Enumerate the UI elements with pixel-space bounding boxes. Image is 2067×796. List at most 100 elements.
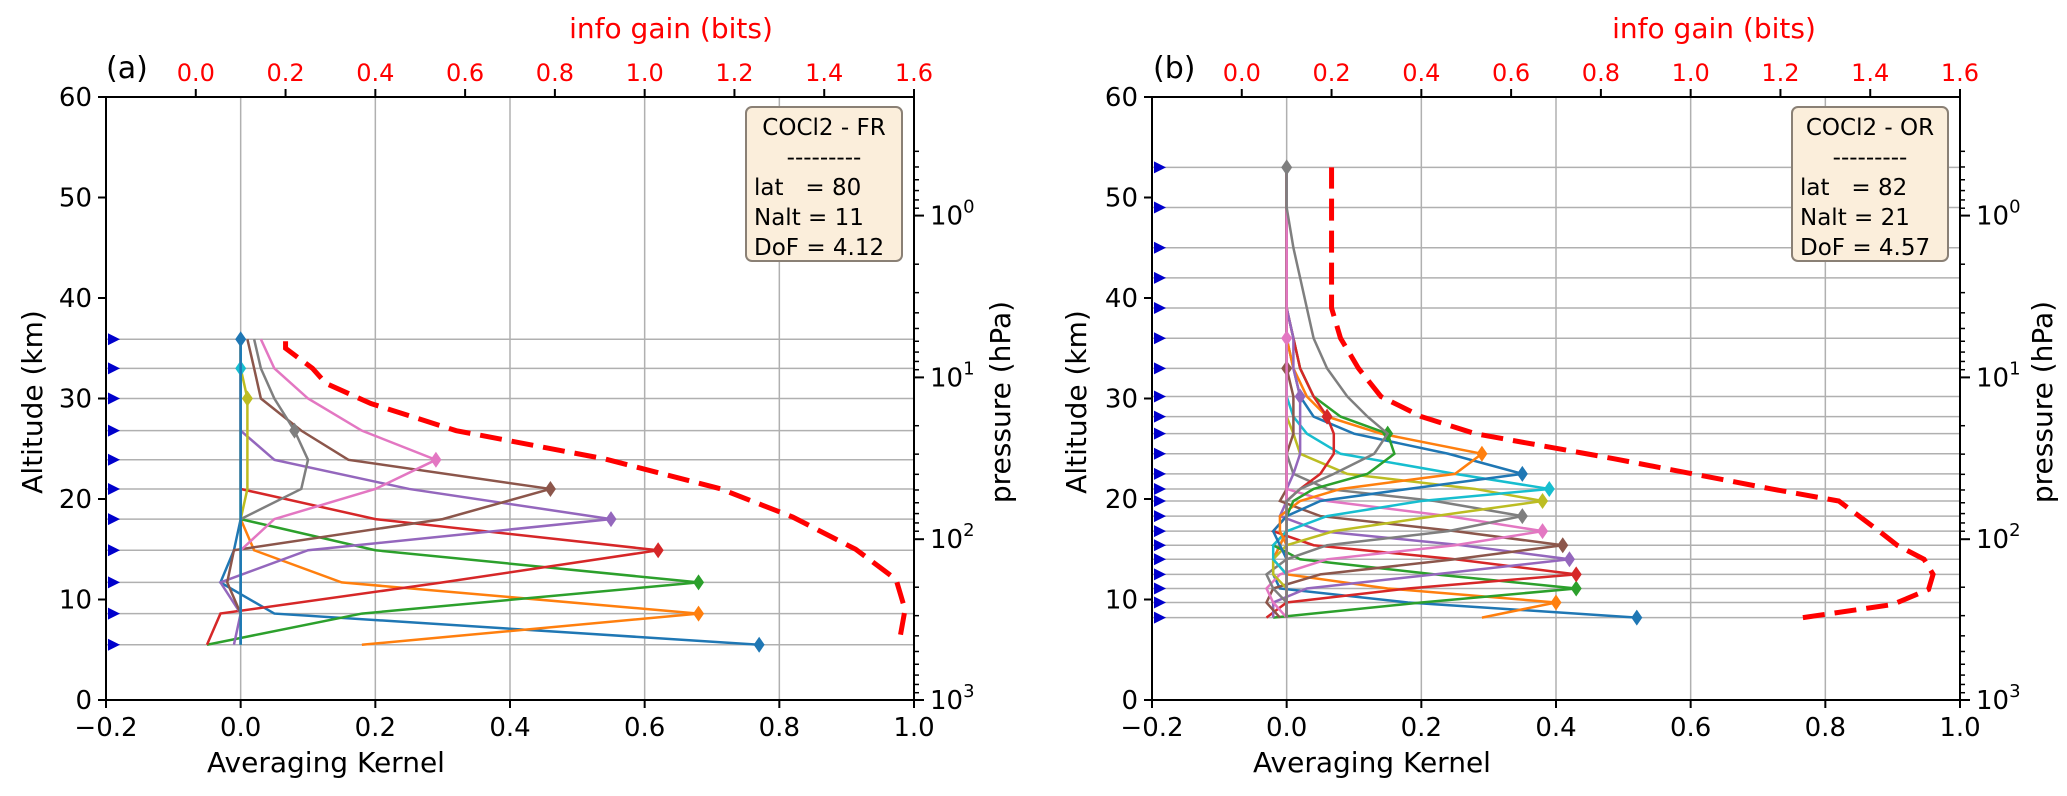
kernel-line [239,338,440,645]
y-tick-label: 50 [1105,184,1138,214]
level-marker [1154,161,1166,174]
kernel-peak-marker [1321,408,1333,425]
level-marker [1154,241,1166,254]
level-marker [108,576,120,589]
level-marker [1154,427,1166,440]
level-marker [108,392,120,405]
kernel-peak-marker [605,511,617,528]
legend-line: lat = 82 [1800,175,1907,201]
level-marker [108,333,120,346]
level-marker [1154,510,1166,523]
level-marker [108,482,120,495]
x-tick-label: 0.6 [1670,713,1711,743]
level-marker [108,362,120,375]
top-x-tick-label: 1.4 [805,59,843,87]
kernel-line [225,338,551,645]
x-tick-label: 0.6 [624,713,665,743]
kernel-peak-marker [289,422,301,439]
panel-label: (a) [106,51,148,86]
kernel-line [1285,167,1390,618]
x-tick-label: 0.2 [355,713,396,743]
right-y-tick-label: 103 [930,681,975,716]
top-x-tick-label: 1.0 [626,59,664,87]
legend-line: DoF = 4.12 [754,235,884,261]
kernel-peak-marker [241,390,253,407]
right-axis-label: pressure (hPa) [984,301,1017,503]
kernel-peak-marker [1543,480,1555,497]
level-marker [1154,539,1166,552]
kernel-peak-marker [1631,609,1643,626]
y-tick-label: 30 [59,385,92,415]
top-x-tick-label: 0.8 [1582,59,1620,87]
kernel-peak-marker [1537,523,1549,540]
right-y-tick-label: 102 [1976,520,2021,555]
legend-line: COCl2 - FR [762,115,885,141]
kernel-peak-marker [753,636,765,653]
kernel-line [239,339,699,646]
kernel-peak-marker [693,605,705,622]
y-tick-label: 50 [59,184,92,214]
x-tick-label: −0.2 [1120,713,1183,743]
kernel-peak-marker [1294,388,1306,405]
level-marker [1154,201,1166,214]
top-x-tick-label: 1.2 [715,59,753,87]
level-marker [1154,568,1166,581]
top-x-tick-label: 0.4 [356,59,394,87]
top-axis-label: info gain (bits) [1612,12,1816,45]
info-gain-line [1329,167,1936,621]
kernel-peak-marker [1516,508,1528,525]
x-tick-label: 0.8 [1805,713,1846,743]
kernel-peak-marker [1550,594,1562,611]
top-x-tick-label: 0.6 [1492,59,1530,87]
panel-b: (b) info gain (bits) Averaging Kernel Al… [1060,12,2059,779]
kernel-peak-marker [1281,159,1293,176]
right-y-tick-label: 101 [1976,358,2021,393]
kernel-peak-marker [430,451,442,468]
kernel-peak-marker [544,480,556,497]
legend-line: lat = 80 [754,175,861,201]
top-x-tick-label: 1.6 [1941,59,1979,87]
top-x-tick-label: 0.4 [1402,59,1440,87]
x-tick-label: 0.0 [1266,713,1307,743]
kernel-peak-marker [235,331,247,348]
level-marker [1154,390,1166,403]
top-x-tick-label: 1.6 [895,59,933,87]
kernel-peak-marker [652,542,664,559]
level-marker [1154,611,1166,624]
top-x-tick-label: 1.2 [1761,59,1799,87]
kernel-line [1271,167,1637,619]
x-tick-label: 0.2 [1401,713,1442,743]
top-x-tick-label: 1.0 [1672,59,1710,87]
y-tick-label: 40 [59,284,92,314]
x-tick-label: 0.4 [489,713,530,743]
x-axis-label: Averaging Kernel [207,746,445,779]
x-tick-label: −0.2 [74,713,137,743]
kernel-peak-marker [1570,580,1582,597]
panel-label: (b) [1153,51,1195,86]
level-marker [1154,362,1166,375]
right-y-tick-label: 100 [930,197,975,232]
level-marker [1154,482,1166,495]
x-tick-label: 0.4 [1535,713,1576,743]
kernel-line [206,339,699,646]
y-tick-label: 10 [1105,586,1138,616]
top-x-tick-label: 0.8 [536,59,574,87]
y-tick-label: 40 [1105,284,1138,314]
level-marker [108,424,120,437]
level-marker [108,453,120,466]
top-x-tick-label: 0.0 [1223,59,1261,87]
top-x-tick-label: 1.4 [1851,59,1889,87]
y-axis-label: Altitude (km) [16,310,49,494]
legend-box [745,106,903,262]
level-marker [108,638,120,651]
level-marker [108,513,120,526]
panel-a: (a) info gain (bits) Averaging Kernel Al… [16,12,1017,779]
y-tick-label: 60 [59,83,92,113]
right-y-tick-label: 103 [1976,681,2021,716]
right-y-tick-label: 102 [930,520,975,555]
right-y-tick-label: 101 [930,358,975,393]
kernel-peak-marker [1563,551,1575,568]
legend-line: Nalt = 21 [1800,205,1910,231]
y-tick-label: 60 [1105,83,1138,113]
